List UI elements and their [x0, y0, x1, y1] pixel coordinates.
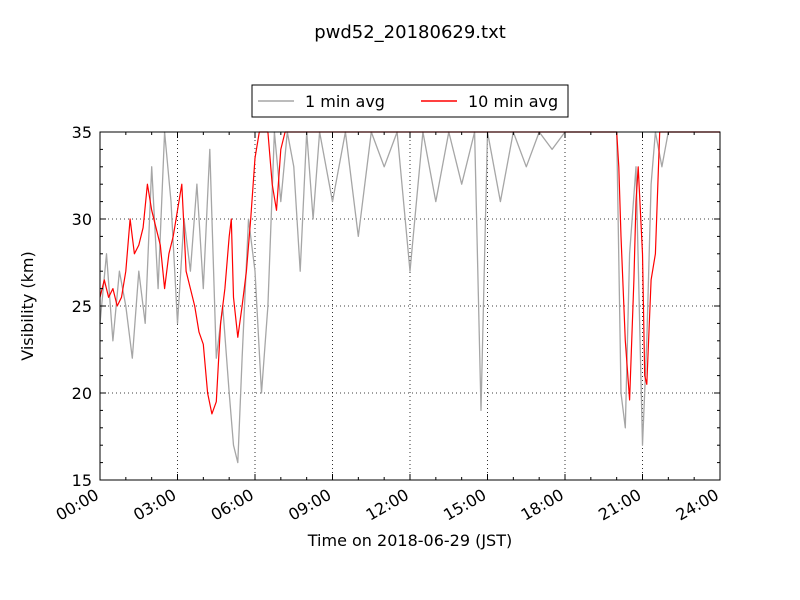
legend-box [251, 84, 569, 118]
x-tick-label: 06:00 [208, 485, 257, 525]
x-tick-label: 18:00 [518, 485, 567, 525]
x-axis-label: Time on 2018-06-29 (JST) [307, 531, 512, 550]
x-tick-label: 09:00 [285, 485, 334, 525]
x-tick-label: 03:00 [130, 485, 179, 525]
y-tick-label: 25 [72, 297, 92, 316]
series-layer [99, 131, 720, 464]
grid [100, 132, 720, 480]
chart-title: pwd52_20180629.txt [314, 22, 506, 43]
x-tick-label: 21:00 [595, 485, 644, 525]
y-tick-label: 15 [72, 471, 92, 490]
legend-label-1min: 1 min avg [305, 92, 385, 111]
legend-label-10min: 10 min avg [468, 92, 558, 111]
x-tick-label: 24:00 [673, 485, 722, 525]
x-tick-label: 12:00 [363, 485, 412, 525]
y-tick-label: 20 [72, 384, 92, 403]
legend: 1 min avg 10 min avg [251, 84, 569, 118]
series-line-1min [99, 131, 720, 464]
y-axis-label: Visibility (km) [18, 251, 37, 360]
y-tick-label: 30 [72, 210, 92, 229]
x-tick-label: 15:00 [440, 485, 489, 525]
x-tick-label: 00:00 [53, 485, 102, 525]
y-tick-label: 35 [72, 123, 92, 142]
